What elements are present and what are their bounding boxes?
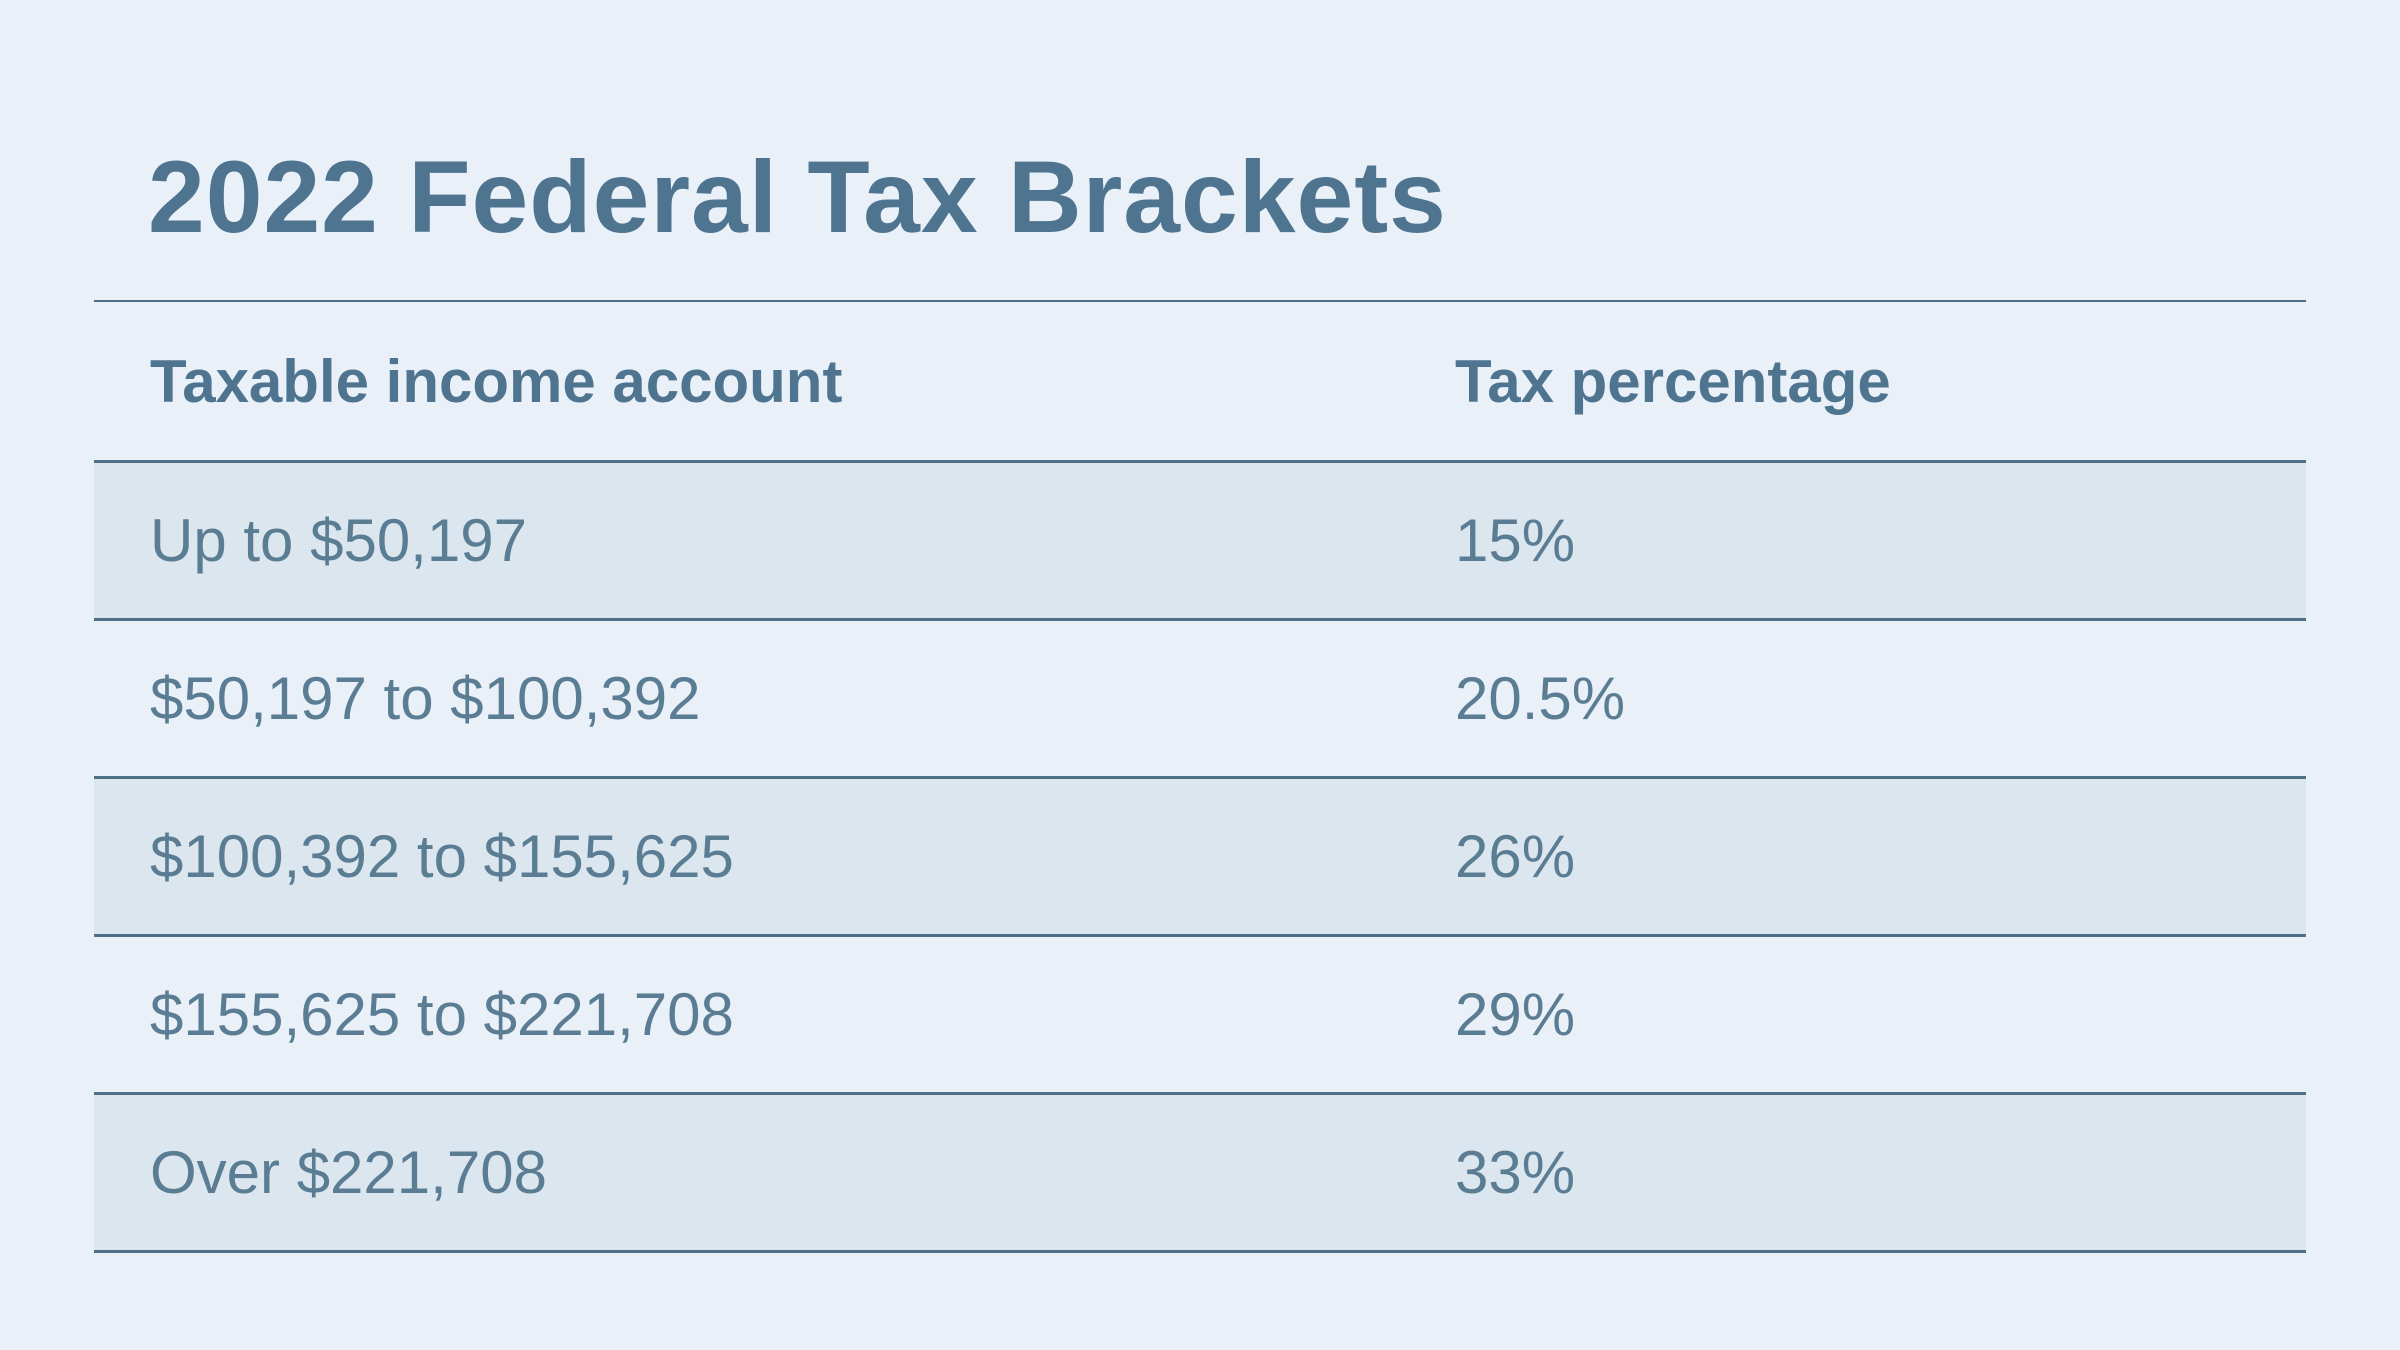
table-row: Over $221,708 33% <box>94 1095 2306 1253</box>
tax-brackets-table: Taxable income account Tax percentage Up… <box>94 300 2306 1253</box>
column-header-taxable-income: Taxable income account <box>150 347 843 415</box>
tax-rate-cell: 33% <box>1455 1139 1576 1206</box>
table-row: $155,625 to $221,708 29% <box>94 937 2306 1095</box>
income-range-cell: $50,197 to $100,392 <box>150 665 701 732</box>
tax-brackets-card: 2022 Federal Tax Brackets Taxable income… <box>94 0 2306 1253</box>
table-row: Up to $50,197 15% <box>94 463 2306 621</box>
table-row: $100,392 to $155,625 26% <box>94 779 2306 937</box>
income-range-cell: $100,392 to $155,625 <box>150 823 734 890</box>
tax-rate-cell: 29% <box>1455 981 1576 1048</box>
table-header-row: Taxable income account Tax percentage <box>94 300 2306 463</box>
column-header-tax-percentage: Tax percentage <box>1455 347 1891 415</box>
income-range-cell: Over $221,708 <box>150 1139 547 1206</box>
page-title: 2022 Federal Tax Brackets <box>148 140 1447 254</box>
tax-rate-cell: 20.5% <box>1455 665 1626 732</box>
income-range-cell: Up to $50,197 <box>150 507 527 574</box>
table-row: $50,197 to $100,392 20.5% <box>94 621 2306 779</box>
title-area: 2022 Federal Tax Brackets <box>94 0 2306 300</box>
tax-rate-cell: 15% <box>1455 507 1576 574</box>
income-range-cell: $155,625 to $221,708 <box>150 981 734 1048</box>
tax-rate-cell: 26% <box>1455 823 1576 890</box>
